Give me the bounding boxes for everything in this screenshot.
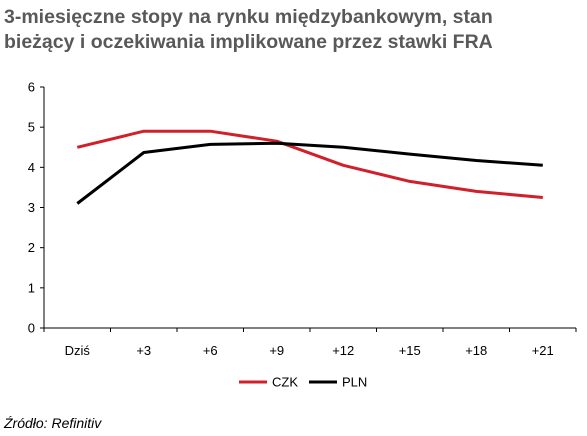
x-tick-label: +18 [465,343,487,358]
series-line-pln [76,141,543,205]
x-tick-label: +9 [269,343,284,358]
y-tick-label: 4 [28,160,35,175]
legend-item-pln: PLN [309,375,367,390]
series-line-czk [76,129,543,199]
y-tick-label: 3 [28,200,35,215]
x-tick-label: Dziś [65,343,91,358]
x-tick-label: +12 [332,343,354,358]
y-tick-label: 5 [28,120,35,135]
x-tick-label: +15 [399,343,421,358]
y-tick-label: 6 [28,80,35,95]
y-tick-label: 0 [28,321,35,336]
y-axis: 0 1 2 3 4 5 6 [28,80,45,336]
x-tick-label: +3 [136,343,151,358]
chart-title: 3-miesięczne stopy na rynku międzybankow… [4,5,584,55]
legend: CZK PLN [239,375,367,390]
x-tick-label: +21 [532,343,554,358]
legend-label: CZK [272,375,298,390]
x-axis: Dziś +3 +6 +9 +12 +15 +18 +21 [43,327,577,358]
y-tick-label: 1 [28,280,35,295]
y-tick-label: 2 [28,240,35,255]
legend-label: PLN [342,375,367,390]
x-tick-label: +6 [203,343,218,358]
chart-title-line-2: bieżący i oczekiwania implikowane przez … [4,31,493,53]
chart-title-line-1: 3-miesięczne stopy na rynku międzybankow… [4,6,493,28]
source-note: Źródło: Refinitiv [4,415,102,431]
series-lines [76,129,543,205]
legend-item-czk: CZK [239,375,298,390]
